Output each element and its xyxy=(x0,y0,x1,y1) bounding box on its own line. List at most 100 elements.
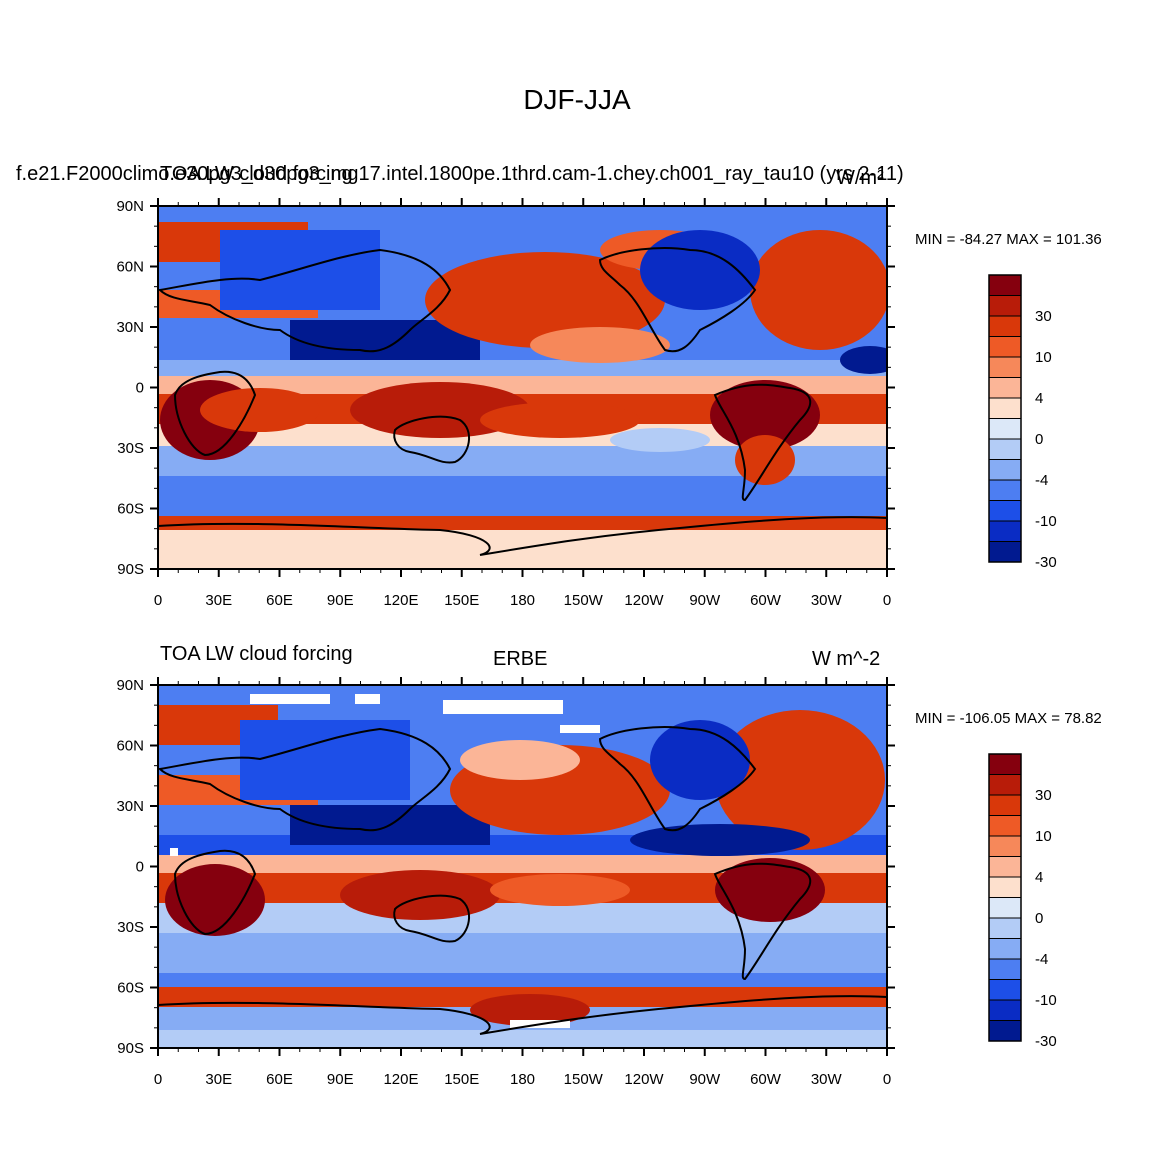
lon-label: 90W xyxy=(689,592,721,609)
colorbar-swatch xyxy=(988,958,1022,980)
coastline-segment xyxy=(157,995,888,1035)
lon-label: 90E xyxy=(327,1071,354,1088)
lat-label: 90S xyxy=(117,561,144,578)
coastline-segment xyxy=(173,370,257,457)
colorbar-label: -30 xyxy=(1035,1033,1057,1050)
lon-label: 120W xyxy=(624,592,664,609)
colorbar-swatch xyxy=(988,794,1022,816)
lat-label: 90N xyxy=(116,677,144,694)
colorbar-swatch xyxy=(988,753,1022,775)
colorbar-label: 10 xyxy=(1035,828,1052,845)
coastline-segment xyxy=(713,862,812,981)
colorbar-label: -10 xyxy=(1035,992,1057,1009)
colorbar-label: 0 xyxy=(1035,431,1043,448)
lon-label: 120E xyxy=(383,592,418,609)
lat-label: 0 xyxy=(136,380,144,397)
panel2-center-title: ERBE xyxy=(493,648,548,670)
lat-label: 30N xyxy=(116,319,144,336)
panel2-units: W m^-2 xyxy=(812,648,881,670)
lon-label: 120E xyxy=(383,1071,418,1088)
lat-label: 30N xyxy=(116,798,144,815)
lat-label: 30S xyxy=(117,919,144,936)
panel2-stats: MIN = -106.05 MAX = 78.82 xyxy=(915,710,1102,727)
colorbar-swatch xyxy=(988,1020,1022,1042)
colorbar-label: 30 xyxy=(1035,787,1052,804)
colorbar-swatch xyxy=(988,295,1022,317)
coastline-segment xyxy=(598,247,757,353)
lat-label: 30S xyxy=(117,440,144,457)
lon-label: 60W xyxy=(750,592,782,609)
colorbars: 30 10 4 0 -4 -10 -30 30 10 4 0 -4 -10 -30 xyxy=(988,274,1057,1050)
map-frames: 90N 60N 30N 0 30S 60S 90S 0 30E 60E 90E 120E 150E 180… xyxy=(116,198,895,1088)
lat-label: 90N xyxy=(116,198,144,215)
lon-label: 0 xyxy=(154,1071,162,1088)
lon-label: 60E xyxy=(266,1071,293,1088)
colorbar-swatch xyxy=(988,459,1022,481)
colorbar-swatch xyxy=(988,479,1022,501)
panel1-units: W/m² xyxy=(836,167,884,189)
colorbar-label: -10 xyxy=(1035,513,1057,530)
colorbar-label: 0 xyxy=(1035,910,1043,927)
colorbar-label: 30 xyxy=(1035,308,1052,325)
coastline-segment xyxy=(393,415,470,464)
lon-label: 30W xyxy=(811,1071,843,1088)
lon-label: 150W xyxy=(564,592,604,609)
lon-label: 0 xyxy=(883,592,891,609)
colorbar-swatch xyxy=(988,774,1022,796)
lon-label: 180 xyxy=(510,592,535,609)
lon-label: 60E xyxy=(266,592,293,609)
lon-label: 0 xyxy=(883,1071,891,1088)
colorbar-swatch xyxy=(988,377,1022,399)
colorbar-swatch xyxy=(988,815,1022,837)
lat-label: 60N xyxy=(116,738,144,755)
lon-label: 120W xyxy=(624,1071,664,1088)
lon-label: 60W xyxy=(750,1071,782,1088)
lat-label: 90S xyxy=(117,1040,144,1057)
lon-label: 30E xyxy=(205,1071,232,1088)
lon-label: 150E xyxy=(444,592,479,609)
lon-label: 150W xyxy=(564,1071,604,1088)
colorbar-swatch xyxy=(988,979,1022,1001)
colorbar-label: 4 xyxy=(1035,869,1043,886)
colorbar-swatch xyxy=(988,897,1022,919)
lon-label: 90W xyxy=(689,1071,721,1088)
lon-label: 30W xyxy=(811,592,843,609)
colorbar-label: -4 xyxy=(1035,472,1048,489)
colorbar-swatch xyxy=(988,999,1022,1021)
panel1-map xyxy=(158,206,887,569)
panel2-left-title: TOA LW cloud forcing xyxy=(160,643,353,665)
colorbar-label: -30 xyxy=(1035,554,1057,571)
colorbar-swatch xyxy=(988,835,1022,857)
panel1-center-title: f.e21.F2000climo.e30pg3_d30pg3_mg17.inte… xyxy=(16,163,904,185)
lon-label: 30E xyxy=(205,592,232,609)
lon-label: 180 xyxy=(510,1071,535,1088)
panel2-map xyxy=(158,685,887,1048)
colorbar-swatch xyxy=(988,541,1022,563)
colorbar-swatch xyxy=(988,397,1022,419)
colorbar-label: 10 xyxy=(1035,349,1052,366)
colorbar-label: -4 xyxy=(1035,951,1048,968)
lat-label: 0 xyxy=(136,859,144,876)
colorbar-swatch xyxy=(988,917,1022,939)
main-title: DJF-JJA xyxy=(523,84,631,115)
colorbar-swatch xyxy=(988,315,1022,337)
colorbar-swatch xyxy=(988,856,1022,878)
coastline-segment xyxy=(157,248,452,353)
colorbar-swatch xyxy=(988,356,1022,378)
colorbar-swatch xyxy=(988,336,1022,358)
coastline-segment xyxy=(598,726,757,832)
colorbar-swatch xyxy=(988,520,1022,542)
panel2-coastlines xyxy=(157,726,888,1035)
colorbar-swatch xyxy=(988,876,1022,898)
colorbar-swatch xyxy=(988,500,1022,522)
colorbar-label: 4 xyxy=(1035,390,1043,407)
coastline-segment xyxy=(173,849,257,936)
lon-label: 0 xyxy=(154,592,162,609)
lon-label: 150E xyxy=(444,1071,479,1088)
colorbar-frame xyxy=(988,274,1022,563)
panel1-left-title: TOA LW cloud forcing xyxy=(160,163,353,185)
colorbar-swatch xyxy=(988,418,1022,440)
panel1-coastlines xyxy=(157,247,888,556)
colorbar-swatch xyxy=(988,274,1022,296)
